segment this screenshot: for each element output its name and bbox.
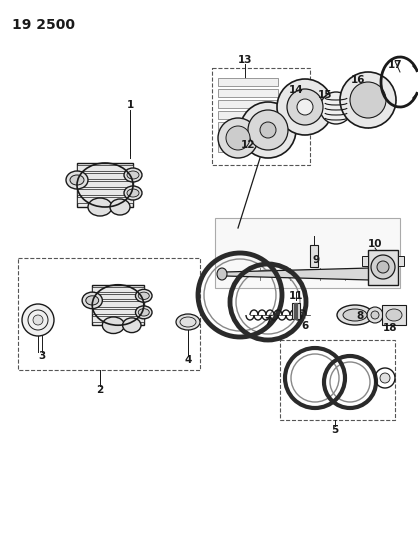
Text: 11: 11 xyxy=(289,291,303,301)
Bar xyxy=(310,245,318,267)
Text: 7: 7 xyxy=(264,317,272,327)
Text: 17: 17 xyxy=(387,60,402,70)
Text: 16: 16 xyxy=(351,75,365,85)
Ellipse shape xyxy=(386,309,402,321)
Circle shape xyxy=(277,79,333,135)
Circle shape xyxy=(33,315,43,325)
Text: 13: 13 xyxy=(238,55,252,65)
Circle shape xyxy=(320,92,352,124)
Bar xyxy=(92,316,144,321)
Bar xyxy=(218,89,278,97)
Bar xyxy=(77,197,133,203)
Bar xyxy=(77,163,133,207)
Bar xyxy=(77,189,133,195)
Polygon shape xyxy=(225,268,370,280)
Ellipse shape xyxy=(102,317,125,334)
Circle shape xyxy=(260,122,276,138)
Circle shape xyxy=(297,99,313,115)
Bar xyxy=(218,111,278,119)
Text: 6: 6 xyxy=(301,321,308,331)
Ellipse shape xyxy=(66,171,88,189)
Bar xyxy=(292,303,300,319)
Text: 14: 14 xyxy=(289,85,303,95)
Ellipse shape xyxy=(124,186,142,200)
Bar xyxy=(92,294,144,300)
Bar xyxy=(218,100,278,108)
Text: 2: 2 xyxy=(97,385,104,395)
Circle shape xyxy=(380,373,390,383)
Text: 9: 9 xyxy=(312,255,320,265)
Bar xyxy=(218,78,278,86)
Bar xyxy=(368,250,398,285)
Bar xyxy=(77,165,133,171)
Bar xyxy=(77,181,133,187)
Ellipse shape xyxy=(337,305,373,325)
Circle shape xyxy=(218,118,258,158)
Text: 3: 3 xyxy=(38,351,46,361)
Text: 5: 5 xyxy=(331,425,339,435)
Bar xyxy=(218,144,278,152)
Ellipse shape xyxy=(122,318,141,333)
Text: 1: 1 xyxy=(126,100,134,110)
Ellipse shape xyxy=(135,289,152,302)
Bar xyxy=(92,287,144,292)
Ellipse shape xyxy=(86,296,99,305)
Circle shape xyxy=(287,89,323,125)
Bar xyxy=(77,173,133,179)
Ellipse shape xyxy=(138,292,149,300)
Ellipse shape xyxy=(127,189,139,197)
Ellipse shape xyxy=(70,175,84,185)
Text: 19 2500: 19 2500 xyxy=(12,18,75,32)
Ellipse shape xyxy=(124,168,142,182)
Circle shape xyxy=(248,110,288,150)
Text: 15: 15 xyxy=(318,90,332,100)
Bar xyxy=(92,301,144,307)
Text: 12: 12 xyxy=(241,140,255,150)
Bar xyxy=(398,256,404,266)
Bar xyxy=(92,309,144,314)
Circle shape xyxy=(371,311,379,319)
Circle shape xyxy=(240,102,296,158)
Bar xyxy=(280,340,395,420)
Ellipse shape xyxy=(88,198,112,216)
Ellipse shape xyxy=(138,309,149,316)
Ellipse shape xyxy=(135,306,152,319)
Circle shape xyxy=(340,72,396,128)
Ellipse shape xyxy=(127,171,139,179)
Circle shape xyxy=(367,307,383,323)
Text: 10: 10 xyxy=(368,239,382,249)
Text: 8: 8 xyxy=(357,311,364,321)
Circle shape xyxy=(350,82,386,118)
Ellipse shape xyxy=(343,309,367,321)
Ellipse shape xyxy=(82,292,102,309)
Circle shape xyxy=(226,126,250,150)
Bar xyxy=(92,285,144,325)
Ellipse shape xyxy=(176,314,200,330)
Ellipse shape xyxy=(110,199,130,215)
Ellipse shape xyxy=(217,268,227,280)
Bar xyxy=(218,133,278,141)
Circle shape xyxy=(377,261,389,273)
Bar xyxy=(215,218,400,288)
Text: 4: 4 xyxy=(184,355,192,365)
Circle shape xyxy=(371,255,395,279)
Bar xyxy=(218,122,278,130)
Circle shape xyxy=(22,304,54,336)
Bar xyxy=(18,258,200,370)
Text: 18: 18 xyxy=(383,323,397,333)
Bar xyxy=(212,68,310,165)
Bar xyxy=(362,256,368,266)
Bar xyxy=(382,305,406,325)
